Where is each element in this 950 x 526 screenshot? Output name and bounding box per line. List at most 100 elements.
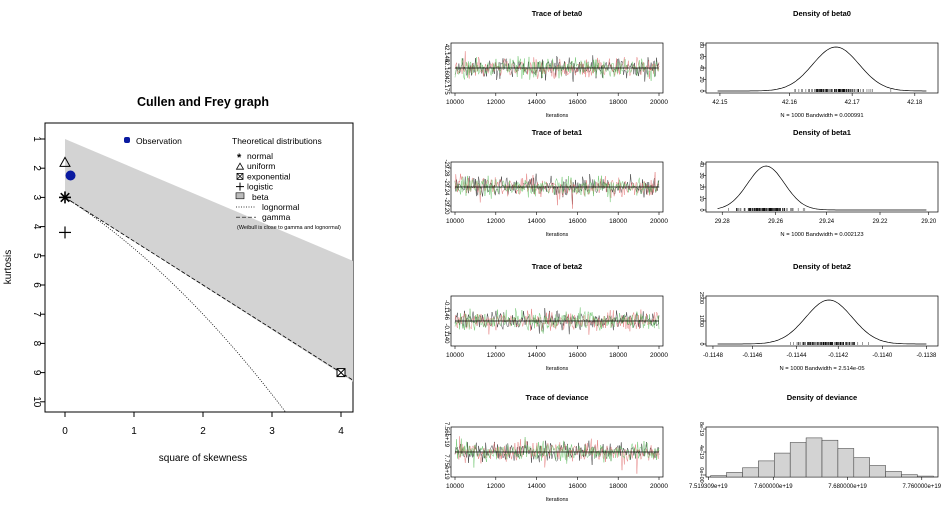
- density-xlabel: N = 1000 Bandwidth = 0.000991: [780, 113, 863, 119]
- density-xtick-label: 29.22: [872, 219, 888, 225]
- density-ytick-label: 40: [698, 161, 704, 167]
- cf-xtick-label: 1: [131, 426, 137, 437]
- density-hist-bar: [726, 472, 743, 478]
- density-panel: Density of deviance 7.519309e+19 7.600000e…: [689, 393, 942, 490]
- density-hist-bar: [789, 442, 807, 478]
- legend-uniform-symbol: [235, 162, 245, 170]
- trace-xtick-label: 20000: [650, 352, 668, 359]
- exponential-marker: [336, 368, 346, 378]
- cf-ytick-label: 6: [31, 282, 42, 288]
- density-frame: [705, 295, 939, 347]
- trace-xtick-label: 14000: [528, 352, 546, 359]
- density-frame: [705, 42, 939, 94]
- trace-ytick-label: -0.1146: [443, 300, 449, 321]
- trace-xtick-label: 14000: [528, 483, 546, 490]
- trace-xtick-label: 18000: [609, 352, 627, 359]
- density-xtick-label: 29.24: [819, 219, 835, 225]
- density-panel: Density of beta1 29.28 29.26 29.24 29.22 29.2…: [698, 128, 939, 238]
- trace-panel: Trace of beta2 10000 12000 14000 16000 18000 2…: [443, 262, 668, 372]
- density-hist-bar: [885, 471, 902, 478]
- cf-xtick-label: 4: [338, 426, 344, 437]
- trace-ytick-label: 42.160: [443, 59, 449, 78]
- density-hist-bar: [853, 457, 870, 478]
- density-title: Density of beta0: [793, 9, 851, 18]
- density-hist-bar: [821, 439, 839, 478]
- trace-title: Trace of beta0: [532, 9, 582, 18]
- density-xlabel: N = 1000 Bandwidth = 2.514e-05: [779, 366, 864, 372]
- cf-ytick-label: 5: [31, 253, 42, 259]
- density-hist-bar: [710, 475, 727, 478]
- density-ytick-label: 4e-19: [698, 445, 704, 459]
- density-ytick-label: 80: [698, 42, 704, 48]
- density-xtick-label: 42.16: [782, 100, 798, 106]
- legend-note: (Weibull is close to gamma and lognormal…: [237, 225, 341, 231]
- legend-item-label: beta: [252, 192, 269, 202]
- cf-ytick-label: 1: [31, 136, 42, 142]
- density-xtick-label: -0.1138: [916, 353, 937, 359]
- observation-point: [65, 170, 76, 181]
- trace-title: Trace of beta1: [532, 128, 582, 137]
- density-curve: [717, 46, 927, 92]
- trace-chain-line: [454, 175, 660, 203]
- legend-normal-symbol: *: [237, 152, 242, 164]
- legend-observation-marker: [124, 137, 130, 143]
- density-xtick-label: 29.28: [715, 219, 731, 225]
- cf-ylabel: kurtosis: [3, 250, 14, 284]
- trace-xtick-label: 10000: [446, 352, 464, 359]
- trace-xtick-label: 10000: [446, 218, 464, 225]
- density-hist-bar: [869, 465, 886, 478]
- density-panel: Density of beta2 -0.1148 -0.1146 -0.1144 -0.…: [698, 262, 939, 372]
- legend-title: Theoretical distributions: [232, 136, 322, 146]
- density-xtick-label: 7.680000e+19: [828, 484, 867, 490]
- trace-xtick-label: 18000: [609, 99, 627, 106]
- density-ytick-label: 0: [698, 89, 704, 92]
- cf-ytick-label: 8: [31, 341, 42, 347]
- trace-xtick-label: 16000: [568, 483, 586, 490]
- cf-ytick-label: 7: [31, 311, 42, 317]
- trace-ytick-label: -29.20: [443, 197, 449, 215]
- density-ytick-label: 0: [698, 208, 704, 211]
- gamma-line: [64, 197, 353, 381]
- density-ytick-label: 20: [698, 184, 704, 190]
- density-panel: Density of beta0 42.15 42.16 42.17 42.18 N = …: [698, 9, 939, 119]
- density-xtick-label: -0.1148: [703, 353, 724, 359]
- density-ytick-label: 0: [698, 342, 704, 345]
- legend-item-label: lognormal: [262, 202, 299, 212]
- trace-xtick-label: 18000: [609, 218, 627, 225]
- legend-exponential-x2: [236, 173, 244, 180]
- trace-panel: Trace of beta0 10000 12000 14000 16000 18000 2…: [443, 9, 668, 119]
- density-xtick-label: 29.26: [768, 219, 784, 225]
- density-xtick-label: -0.1144: [787, 353, 808, 359]
- density-title: Density of beta2: [793, 262, 851, 271]
- density-xtick-label: 42.17: [845, 100, 861, 106]
- density-ytick-label: 30: [698, 172, 704, 178]
- density-hist-bar: [901, 474, 918, 478]
- density-xlabel: N = 1000 Bandwidth = 0.002123: [780, 232, 863, 238]
- trace-ytick-label: 42.175: [443, 76, 449, 95]
- density-xtick-label: 42.15: [712, 100, 728, 106]
- trace-chain-line: [454, 436, 660, 468]
- trace-ytick-label: 7.56e+19: [443, 422, 449, 448]
- density-curve: [717, 165, 927, 211]
- cf-ytick-label: 2: [31, 165, 42, 171]
- trace-xtick-label: 14000: [528, 218, 546, 225]
- cf-xtick-label: 2: [200, 426, 206, 437]
- density-hist-bar: [837, 448, 855, 478]
- density-ytick-label: 8e-19: [698, 422, 704, 436]
- density-ytick-label: 60: [698, 53, 704, 59]
- trace-xtick-label: 12000: [487, 352, 505, 359]
- trace-chain-line: [454, 56, 660, 81]
- legend-item-label: normal: [247, 151, 273, 161]
- density-xtick-label: 7.600000e+19: [754, 484, 793, 490]
- trace-xtick-label: 10000: [446, 99, 464, 106]
- cf-xtick-label: 0: [62, 426, 68, 437]
- legend-observation-label: Observation: [136, 136, 182, 146]
- trace-xtick-label: 12000: [487, 218, 505, 225]
- trace-title: Trace of beta2: [532, 262, 582, 271]
- density-ytick-label: 10: [698, 195, 704, 201]
- trace-chain-line: [454, 55, 660, 82]
- density-ytick-label: 40: [698, 65, 704, 71]
- trace-frame: [450, 295, 664, 347]
- trace-xtick-label: 20000: [650, 218, 668, 225]
